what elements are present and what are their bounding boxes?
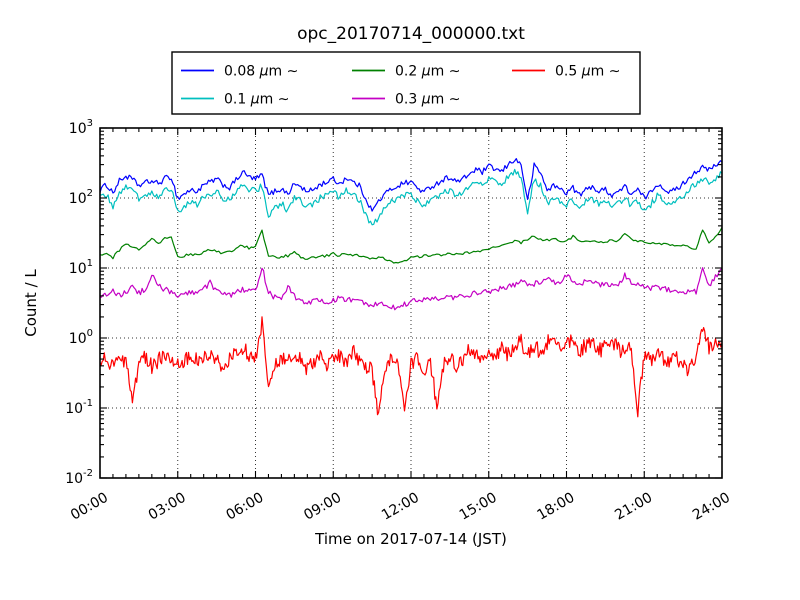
x-axis-label: Time on 2017-07-14 (JST) xyxy=(314,530,507,548)
series-line-0.2um xyxy=(100,227,722,264)
legend-label: 0.1 μm ∼ xyxy=(224,92,289,108)
series-line-0.08um xyxy=(100,158,722,212)
series-line-0.3um xyxy=(100,267,722,311)
series-line-0.1um xyxy=(100,168,722,226)
y-tick-label: 103 xyxy=(69,118,93,137)
axes-frame-and-ticks xyxy=(99,127,723,479)
legend-item: 0.5 μm ∼ xyxy=(512,64,620,80)
y-tick-label: 102 xyxy=(69,188,93,207)
legend-label: 0.3 μm ∼ xyxy=(395,92,460,108)
series-lines xyxy=(100,158,722,418)
legend-label: 0.2 μm ∼ xyxy=(395,64,460,80)
legend-box xyxy=(171,51,641,115)
legend-item: 0.2 μm ∼ xyxy=(352,64,460,80)
legend-item: 0.1 μm ∼ xyxy=(181,92,289,108)
chart-title: opc_20170714_000000.txt xyxy=(297,24,525,44)
y-axis-label: Count / L xyxy=(22,269,40,337)
legend-label: 0.5 μm ∼ xyxy=(555,64,620,80)
plot-area xyxy=(100,128,722,478)
series-line-0.5um xyxy=(100,316,722,418)
legend-label: 0.08 μm ∼ xyxy=(224,64,298,80)
y-tick-label: 101 xyxy=(69,258,93,277)
y-tick-label: 10-1 xyxy=(65,398,93,417)
y-tick-label: 10-2 xyxy=(65,468,93,487)
legend-item: 0.08 μm ∼ xyxy=(181,64,298,80)
legend-item: 0.3 μm ∼ xyxy=(352,92,460,108)
legend: 0.08 μm ∼ 0.1 μm ∼ 0.2 μm ∼ 0.3 μm ∼ 0.5 μm … xyxy=(171,51,641,115)
y-tick-label: 100 xyxy=(69,328,93,347)
